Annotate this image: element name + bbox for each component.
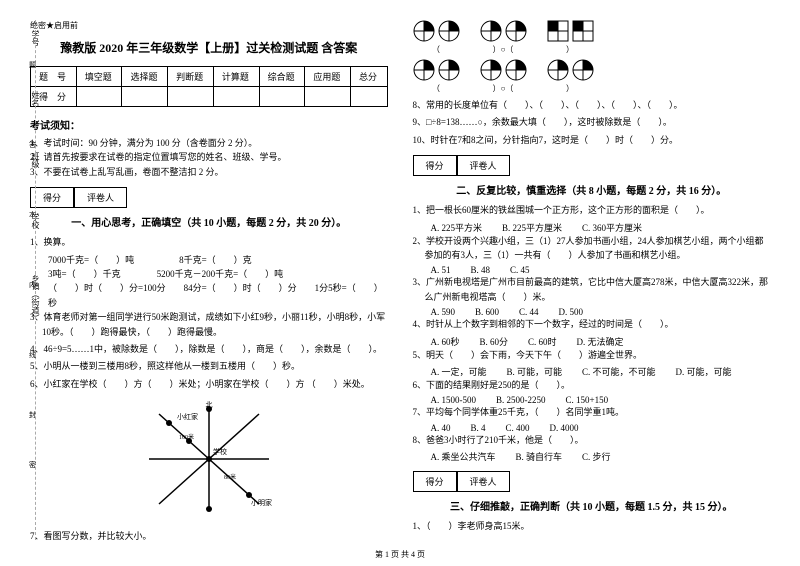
svg-text:100米: 100米 — [179, 433, 194, 441]
notice-item: 3、不要在试卷上乱写乱画，卷面不整洁扣 2 分。 — [30, 165, 388, 179]
seal-label: 题 — [29, 60, 36, 70]
seal-label: 答 — [29, 140, 36, 150]
section1-title: 一、用心思考，正确填空（共 10 小题，每题 2 分，共 20 分）。 — [30, 214, 388, 229]
question: 1、（ ）李老师身高15米。 — [413, 519, 771, 533]
option: C. 44 — [519, 307, 539, 317]
score-cell — [259, 87, 305, 107]
section-score-box: 得分 评卷人 — [413, 155, 771, 176]
option: A. 40 — [431, 423, 451, 433]
option: A. 60秒 — [431, 335, 460, 348]
question: 1、换算。 — [30, 235, 388, 249]
option: C. 60时 — [528, 335, 557, 348]
section-score-box: 得分 评卷人 — [413, 471, 771, 492]
page-number: 第 1 页 共 4 页 — [0, 549, 800, 560]
section-score-box: 得分 评卷人 — [30, 187, 388, 208]
option: A. 51 — [431, 265, 451, 275]
option: B. 骑自行车 — [516, 450, 563, 463]
question: 1、把一根长60厘米的铁丝围城一个正方形，这个正方形的面积是（ ）。 — [413, 203, 771, 217]
option: D. 可能，可能 — [676, 365, 732, 378]
option: C. 步行 — [582, 450, 611, 463]
option: A. 乘坐公共汽车 — [431, 450, 496, 463]
seal-label: 线 — [29, 350, 36, 360]
side-label: 乡镇（街道） — [8, 274, 41, 322]
option: A. 590 — [431, 307, 456, 317]
question: 5、明天（ ）会下雨，今天下午（ ）游遍全世界。 — [413, 348, 771, 362]
score-cell: 填空题 — [76, 67, 122, 87]
side-label: 学号 — [8, 30, 41, 46]
svg-text:小明家: 小明家 — [251, 498, 272, 507]
question: 8、爸爸3小时行了210千米，他是（ ）。 — [413, 433, 771, 447]
notice-list: 1、考试时间：90 分钟，满分为 100 分（含卷面分 2 分）。2、请首先按要… — [30, 136, 388, 179]
svg-text:小红家: 小红家 — [177, 412, 198, 421]
question: 3、广州新电视塔是广州市目前最高的建筑，它比中信大厦高278米，中信大厦高322… — [413, 275, 771, 304]
option: D. 无法确定 — [577, 335, 624, 348]
score-cell — [168, 87, 214, 107]
score-cell — [76, 87, 122, 107]
paper-title: 豫教版 2020 年三年级数学【上册】过关检测试题 含答案 — [30, 39, 388, 56]
question: 6、小红家在学校（ ）方（ ）米处；小明家在学校（ ）方 （ ）米处。 — [30, 377, 388, 391]
side-label: 班级 — [8, 152, 41, 168]
question: 4、46÷9=5……1中，被除数是（ ），除数是（ ），商是（ ），余数是（ ）… — [30, 342, 388, 356]
fraction-diagrams: （）○（） — [413, 20, 771, 55]
option: A. 一定，可能 — [431, 365, 487, 378]
svg-text:学校: 学校 — [213, 447, 227, 456]
seal-label: 封 — [29, 410, 36, 420]
option: A. 225平方米 — [431, 221, 483, 234]
score-cell: 计算题 — [213, 67, 259, 87]
score-cell: 总分 — [351, 67, 387, 87]
seal-label: 本 — [29, 210, 36, 220]
question: 9、□÷8=138……○，余数最大填（ ），这时被除数是（ ）。 — [413, 115, 771, 129]
question: 6、下面的结果刚好是250的是（ ）。 — [413, 378, 771, 392]
question: 3、体育老师对第一组同学进行50米跑测试，成绩如下小红9秒，小丽11秒，小明8秒… — [30, 310, 388, 339]
option: A. 1500-500 — [431, 395, 477, 405]
option: B. 48 — [471, 265, 491, 275]
option: B. 2500-2250 — [496, 395, 546, 405]
option: B. 225平方厘米 — [502, 221, 562, 234]
section3-title: 三、仔细推敲，正确判断（共 10 小题，每题 1.5 分，共 15 分）。 — [413, 498, 771, 513]
svg-text:80米: 80米 — [224, 473, 236, 481]
side-label: 学校 — [8, 213, 41, 229]
question: 7、平均每个同学体重25千克，（ ）名同学重1吨。 — [413, 405, 771, 419]
option: C. 360平方厘米 — [582, 221, 642, 234]
fraction-diagrams: （）○（） — [413, 59, 771, 94]
notice-title: 考试须知： — [30, 117, 388, 132]
option: D. 4000 — [550, 423, 579, 433]
option: B. 600 — [475, 307, 499, 317]
sub-question: 3吨=（ ）千克 5200千克－200千克=（ ）吨 — [30, 267, 388, 281]
question: 2、学校开设两个兴趣小组，三（1）27人参加书画小组，24人参加棋艺小组，两个小… — [413, 234, 771, 263]
section2-title: 二、反复比较，慎重选择（共 8 小题，每题 2 分，共 16 分）。 — [413, 182, 771, 197]
direction-diagram: 北 小红家 学校 小明家 100米 80米 — [30, 399, 388, 521]
score-cell — [213, 87, 259, 107]
question: 8、常用的长度单位有（ ）、（ ）、（ ）、（ ）、（ ）。 — [413, 98, 771, 112]
question: 4、时针从上个数字到相邻的下一个数字，经过的时间是（ ）。 — [413, 317, 771, 331]
score-cell: 选择题 — [122, 67, 168, 87]
option: C. 400 — [506, 423, 530, 433]
option: B. 可能，可能 — [507, 365, 563, 378]
score-cell — [351, 87, 387, 107]
question: 5、小明从一楼到三楼用8秒，照这样他从一楼到五楼用（ ）秒。 — [30, 359, 388, 373]
score-cell: 应用题 — [305, 67, 351, 87]
option: C. 150+150 — [566, 395, 609, 405]
sub-question: 7000千克=（ ）吨 8千克=（ ）克 — [30, 253, 388, 267]
notice-item: 1、考试时间：90 分钟，满分为 100 分（含卷面分 2 分）。 — [30, 136, 388, 150]
score-cell: 判断题 — [168, 67, 214, 87]
svg-text:北: 北 — [205, 401, 212, 409]
option: B. 4 — [471, 423, 486, 433]
score-cell: 综合题 — [259, 67, 305, 87]
seal-label: 密 — [29, 460, 36, 470]
confidential-tag: 绝密★启用前 — [30, 20, 388, 31]
option: C. 不可能，不可能 — [582, 365, 656, 378]
question: 10、时针在7和8之间，分针指向7，这时是（ ）时（ ）分。 — [413, 133, 771, 147]
score-table: 题 号填空题选择题判断题计算题综合题应用题总分 得 分 — [30, 66, 388, 107]
option: C. 45 — [510, 265, 530, 275]
notice-item: 2、请首先按要求在试卷的指定位置填写您的姓名、班级、学号。 — [30, 150, 388, 164]
score-cell — [122, 87, 168, 107]
option: D. 500 — [559, 307, 584, 317]
seal-label: 内 — [29, 280, 36, 290]
score-cell — [305, 87, 351, 107]
option: B. 60分 — [480, 335, 509, 348]
sub-question: （ ）时（ ）分=100分 84分=（ ）时（ ）分 1分5秒=（ ）秒 — [30, 281, 388, 310]
side-label: 姓名 — [8, 91, 41, 107]
question: 7、看图写分数，并比较大小。 — [30, 529, 388, 543]
